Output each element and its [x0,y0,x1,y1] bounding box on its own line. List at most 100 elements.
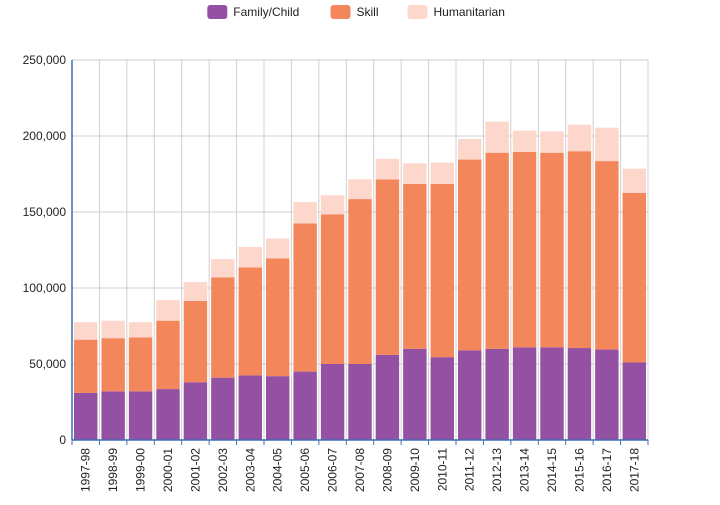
legend-item[interactable]: Humanitarian [407,5,505,19]
bar-humanitarian-1997-98 [74,322,98,340]
bar-skill-2001-02 [183,300,208,383]
bar-family-2001-02 [183,382,208,440]
bar-skill-2004-05 [266,258,290,377]
x-tick-labels: 1997-98 1998-99 1999-00 2000-01 2001-02 2002-… [79,448,642,492]
bar-skill-2003-04 [238,267,262,376]
bar-skill-1998-99 [101,338,125,392]
x-tick-label: 2002-03 [216,448,230,492]
bar-skill-2012-13 [485,152,509,349]
bar-humanitarian-2016-17 [595,127,619,162]
bar-humanitarian-2014-15 [540,131,564,153]
legend-swatch [407,5,428,19]
bar-family-2008-09 [375,354,400,440]
bar-family-1998-99 [101,391,125,440]
bar-skill-2013-14 [512,151,537,348]
bar-humanitarian-1999-00 [128,322,153,338]
bar-skill-2005-06 [293,223,317,372]
legend-swatch [207,5,228,19]
bar-family-2009-10 [403,348,427,440]
bar-family-2012-13 [485,348,509,440]
legend-label: Humanitarian [434,5,505,19]
bar-skill-2010-11 [430,183,454,358]
y-tick-label: 100,000 [23,281,67,295]
bar-humanitarian-2013-14 [512,130,537,152]
bar-humanitarian-2007-08 [348,179,372,200]
bar-humanitarian-2011-12 [458,139,482,160]
x-tick-label: 2003-04 [243,448,257,492]
x-tick-label: 2010-11 [435,448,449,491]
x-tick-label: 2006-07 [326,448,340,492]
axes [71,60,649,445]
legend: Family/Child Skill Humanitarian [207,5,505,19]
bar-family-2011-12 [458,350,482,440]
legend-item[interactable]: Skill [330,5,379,19]
x-tick-label: 2001-02 [188,448,202,492]
bar-skill-2007-08 [348,199,372,364]
bar-family-2015-16 [567,348,592,440]
legend-label: Family/Child [233,5,299,19]
bar-humanitarian-2010-11 [430,162,454,184]
bar-skill-2000-01 [156,320,180,390]
legend-swatch [330,5,351,19]
bar-skill-2009-10 [403,183,427,349]
y-tick-label: 200,000 [23,129,67,143]
bar-humanitarian-2008-09 [375,158,400,180]
bar-humanitarian-2002-03 [211,259,235,278]
bar-skill-1997-98 [74,339,98,393]
y-tick-label: 50,000 [29,357,66,371]
x-tick-label: 2004-05 [271,448,285,492]
x-tick-label: 1998-99 [106,448,120,492]
y-tick-label: 0 [59,433,66,447]
bar-humanitarian-1998-99 [101,320,125,339]
bar-skill-2017-18 [622,193,646,363]
bar-humanitarian-2006-07 [320,195,345,215]
bar-humanitarian-2009-10 [403,163,427,184]
x-tick-label: 2012-13 [490,448,504,492]
legend-label: Skill [357,5,379,19]
bar-family-2006-07 [320,364,345,440]
bar-family-2016-17 [595,349,619,440]
bar-humanitarian-2015-16 [567,124,592,152]
x-tick-label: 2013-14 [518,448,532,492]
bar-family-1997-98 [74,392,98,440]
bar-family-2004-05 [266,376,290,440]
bar-skill-1999-00 [128,337,153,392]
x-tick-label: 2016-17 [600,448,614,492]
y-tick-label: 250,000 [23,53,67,67]
x-tick-label: 1997-98 [79,448,93,492]
x-tick-label: 2000-01 [161,448,175,492]
x-tick-label: 2014-15 [545,448,559,492]
bar-humanitarian-2005-06 [293,202,317,224]
grid-lines [71,59,649,441]
x-tick-label: 2017-18 [627,448,641,492]
y-tick-label: 150,000 [23,205,67,219]
bar-family-2003-04 [238,375,262,440]
bar-family-2014-15 [540,347,564,440]
bar-family-1999-00 [128,391,153,440]
legend-item[interactable]: Family/Child [207,5,299,19]
bar-humanitarian-2000-01 [156,300,180,321]
bar-skill-2016-17 [595,161,619,350]
bar-humanitarian-2001-02 [183,281,208,301]
bars [74,121,646,440]
x-tick-label: 2009-10 [408,448,422,492]
bar-family-2010-11 [430,357,454,440]
bar-skill-2014-15 [540,152,564,348]
bar-skill-2008-09 [375,179,400,355]
bar-family-2013-14 [512,347,537,440]
x-tick-label: 1999-00 [134,448,148,492]
bar-humanitarian-2012-13 [485,121,509,153]
bar-humanitarian-2004-05 [266,238,290,259]
x-tick-label: 2005-06 [298,448,312,492]
bar-humanitarian-2017-18 [622,168,646,193]
y-tick-labels: 0 50,000 100,000 150,000 200,000 250,000 [23,53,67,447]
x-tick-label: 2011-12 [463,448,477,491]
bar-family-2007-08 [348,364,372,440]
x-tick-label: 2007-08 [353,448,367,492]
bar-family-2000-01 [156,389,180,440]
bar-humanitarian-2003-04 [238,246,262,268]
bar-skill-2006-07 [320,214,345,364]
bar-family-2002-03 [211,377,235,440]
